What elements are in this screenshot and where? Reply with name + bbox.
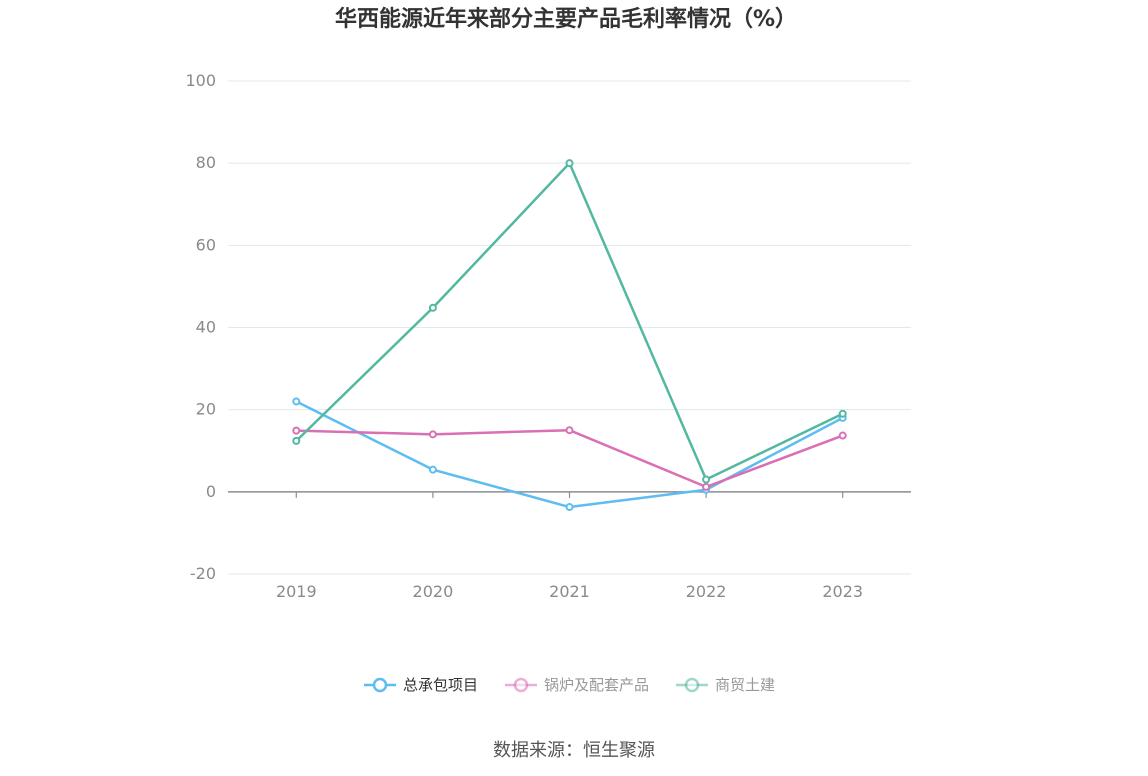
data-point xyxy=(565,503,574,512)
y-tick-label: 80 xyxy=(196,153,216,172)
legend-marker-icon xyxy=(684,677,700,693)
y-tick-label: 40 xyxy=(196,318,216,337)
data-point xyxy=(292,426,301,435)
data-point xyxy=(292,397,301,406)
data-point xyxy=(565,426,574,435)
x-axis: 2019 2020 2021 2022 2023 xyxy=(228,491,911,601)
y-tick-label: -20 xyxy=(190,564,216,583)
series-line xyxy=(296,428,844,489)
legend-marker-icon xyxy=(372,677,388,693)
legend-marker-icon xyxy=(513,677,529,693)
chart-title: 华西能源近年来部分主要产品毛利率情况（%） xyxy=(335,6,797,32)
series-3 xyxy=(292,159,847,484)
legend-item-2[interactable]: 锅炉及配套产品 xyxy=(505,676,649,694)
y-tick-label: 0 xyxy=(206,482,216,501)
grid-lines xyxy=(228,80,911,575)
data-point xyxy=(428,303,437,312)
y-axis: 100 80 60 40 20 0 -20 xyxy=(185,71,216,583)
x-tick-label: 2023 xyxy=(822,582,863,601)
y-tick-label: 100 xyxy=(185,71,216,90)
legend-label: 商贸土建 xyxy=(715,676,775,694)
data-point xyxy=(565,159,574,168)
y-tick-label: 20 xyxy=(196,400,216,419)
x-tick-label: 2020 xyxy=(413,582,454,601)
legend-item-1[interactable]: 总承包项目 xyxy=(364,676,478,694)
x-tick-label: 2022 xyxy=(686,582,727,601)
y-tick-label: 60 xyxy=(196,235,216,254)
legend-label: 锅炉及配套产品 xyxy=(544,676,649,694)
data-point xyxy=(702,475,711,484)
data-point xyxy=(428,430,437,439)
legend-item-3[interactable]: 商贸土建 xyxy=(676,676,775,694)
x-tick-label: 2021 xyxy=(549,582,590,601)
series-lines xyxy=(292,159,847,512)
data-point xyxy=(702,482,711,491)
legend: 总承包项目 锅炉及配套产品 商贸土建 xyxy=(364,676,775,694)
x-tick-label: 2019 xyxy=(276,582,317,601)
data-point xyxy=(838,409,847,418)
data-source-note: 数据来源：恒生聚源 xyxy=(493,740,655,761)
data-point xyxy=(428,465,437,474)
legend-label: 总承包项目 xyxy=(403,676,478,694)
series-2 xyxy=(292,426,847,491)
data-point xyxy=(292,436,301,445)
data-point xyxy=(838,431,847,440)
